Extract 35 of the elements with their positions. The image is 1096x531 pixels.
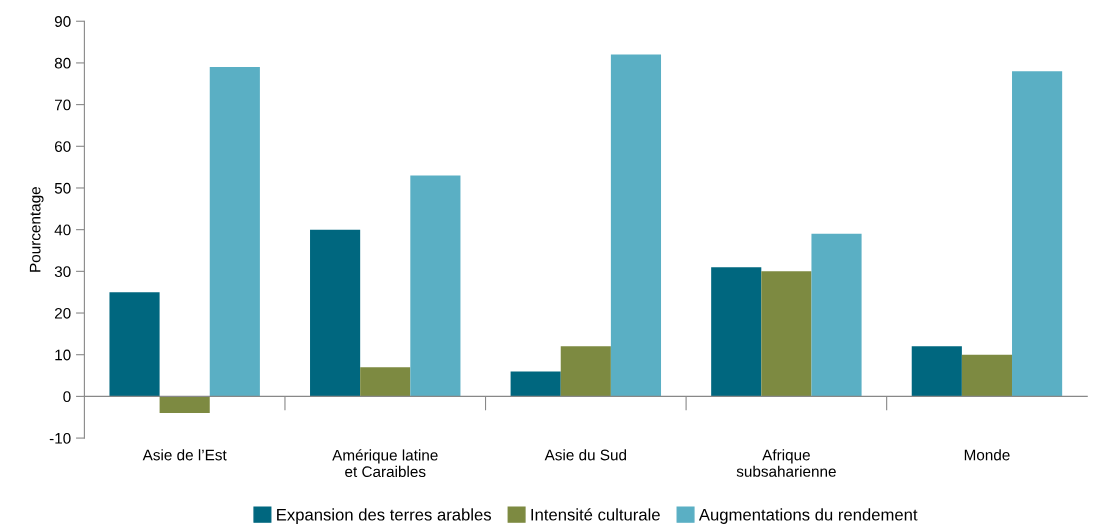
y-tick-label: 30 [54, 266, 71, 278]
y-tick-label: 0 [63, 391, 71, 403]
legend-label: Expansion des terres arables [277, 508, 492, 524]
bar [711, 267, 762, 397]
y-tick-label: 80 [54, 57, 71, 69]
y-tick-label: 60 [54, 141, 71, 152]
x-tick-label: Asie de l’Est [142, 449, 227, 461]
x-tick-label: Asie du Sud [544, 449, 627, 461]
bar [360, 367, 411, 397]
bar [310, 229, 361, 397]
y-tick-label: 40 [54, 224, 71, 236]
y-tick-label: 70 [54, 99, 71, 111]
x-tick-label: Monde [964, 449, 1010, 461]
y-tick-label: 10 [55, 349, 71, 361]
bar [209, 67, 260, 397]
legend-label: Intensité culturale [531, 508, 660, 521]
bar [159, 396, 210, 414]
bar [610, 54, 662, 397]
bar [109, 292, 160, 397]
bar [1012, 71, 1063, 397]
x-tick-label: Amérique latine et Caraibles [332, 449, 438, 478]
bar [560, 346, 611, 397]
y-tick-label: -10 [49, 432, 71, 444]
bar [510, 371, 561, 397]
bar [811, 233, 862, 397]
y-tick-label: 20 [54, 307, 71, 319]
legend-label: Augmentations du rendement [698, 508, 918, 524]
y-tick-label: 90 [54, 16, 71, 27]
x-tick-label: Afrique subsaharienne [736, 449, 836, 477]
bar [961, 354, 1013, 397]
y-tick-label: 50 [54, 182, 71, 194]
bar [410, 175, 461, 397]
bar [761, 271, 812, 397]
y-axis-title: Pourcentage [29, 187, 44, 272]
bar [911, 346, 962, 397]
